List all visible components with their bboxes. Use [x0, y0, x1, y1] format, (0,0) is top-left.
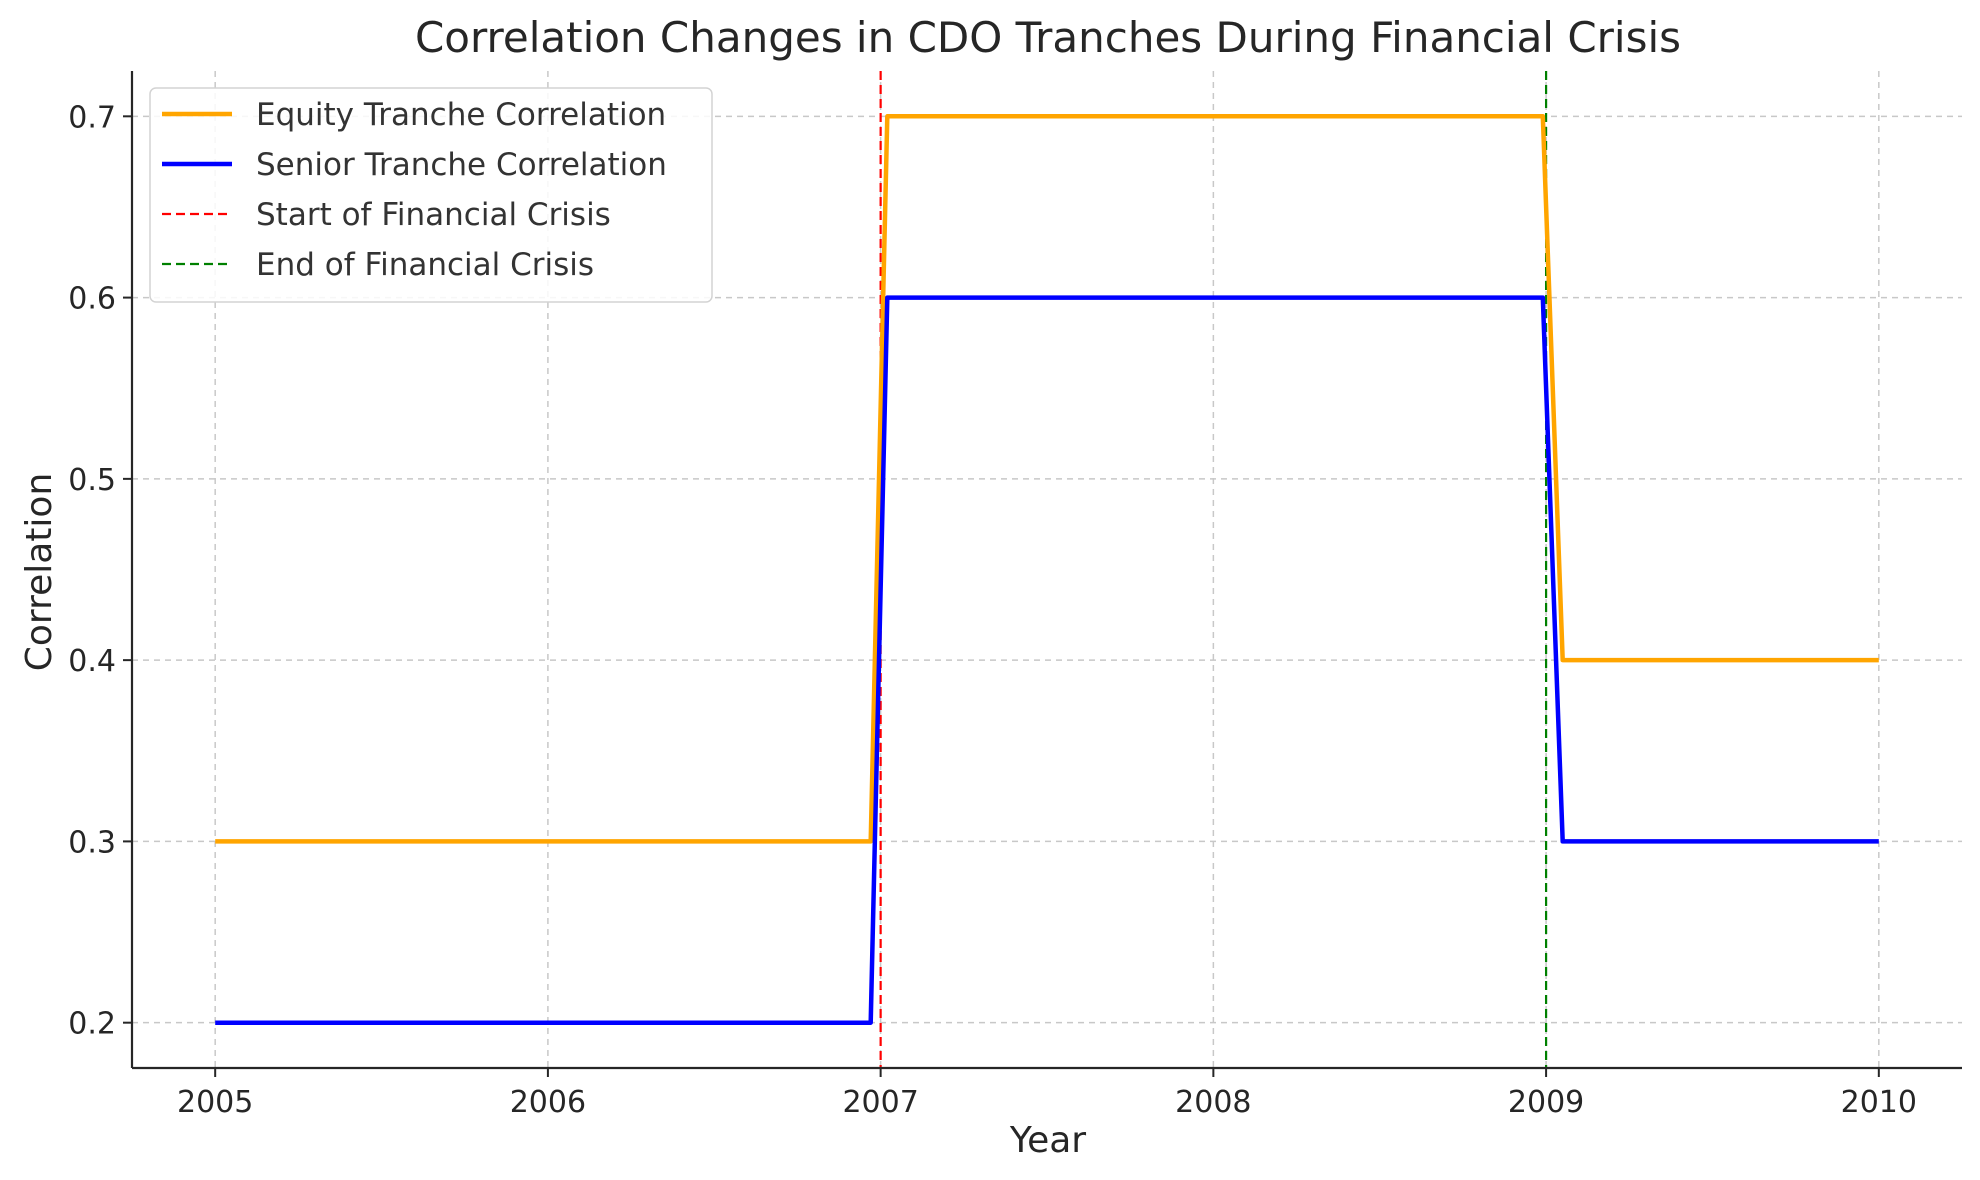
y-tick-label-0.5: 0.5 [68, 463, 116, 498]
legend-item-crisis-end-label: End of Financial Crisis [256, 247, 594, 283]
axes [130, 71, 1962, 1070]
series-line-equity [215, 114, 1879, 844]
x-tick-label-2005: 2005 [177, 1085, 253, 1120]
y-tick-label-0.6: 0.6 [68, 282, 116, 317]
chart-title: Correlation Changes in CDO Tranches Duri… [415, 13, 1681, 62]
legend-box [149, 87, 713, 303]
x-tick-label-2010: 2010 [1841, 1085, 1917, 1120]
y-tick-label-0.4: 0.4 [68, 644, 116, 679]
legend-item-senior-label: Senior Tranche Correlation [256, 147, 667, 183]
x-tick-label-2009: 2009 [1508, 1085, 1584, 1120]
legend-item-senior: Senior Tranche Correlation [162, 147, 667, 183]
legend-item-crisis-end: End of Financial Crisis [162, 247, 594, 283]
series-layer [215, 71, 1879, 1068]
x-tick-label-2006: 2006 [510, 1085, 586, 1120]
legend-item-equity: Equity Tranche Correlation [162, 97, 666, 133]
series-line-senior [215, 295, 1879, 1025]
legend-item-crisis-start: Start of Financial Crisis [162, 197, 611, 233]
x-axis-label: Year [1009, 1120, 1086, 1161]
legend: Equity Tranche Correlation Senior Tranche… [149, 87, 713, 303]
y-tick-label-0.2: 0.2 [68, 1007, 116, 1042]
x-tick-label-2007: 2007 [842, 1085, 918, 1120]
y-tick-label-0.7: 0.7 [68, 100, 116, 135]
legend-item-crisis-start-label: Start of Financial Crisis [256, 197, 611, 233]
y-tick-label-0.3: 0.3 [68, 825, 116, 860]
legend-item-equity-label: Equity Tranche Correlation [256, 97, 666, 133]
x-tick-label-2008: 2008 [1175, 1085, 1251, 1120]
y-axis-label: Correlation [19, 473, 60, 672]
ticks: 2005 2006 2007 2008 2009 2010 0.2 0.3 0.4 0.5 0.6 0… [68, 100, 1917, 1120]
